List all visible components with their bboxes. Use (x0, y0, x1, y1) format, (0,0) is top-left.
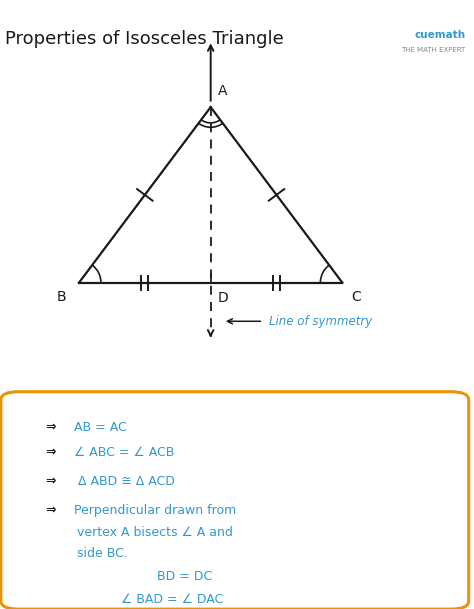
Text: cuemath: cuemath (414, 30, 465, 40)
Text: Properties of Isosceles Triangle: Properties of Isosceles Triangle (5, 30, 284, 48)
FancyBboxPatch shape (1, 392, 469, 609)
Text: THE MATH EXPERT: THE MATH EXPERT (401, 48, 465, 54)
Text: ⇒: ⇒ (46, 421, 56, 434)
Text: D: D (218, 292, 228, 306)
Text: ∠ ABC = ∠ ACB: ∠ ABC = ∠ ACB (70, 446, 174, 459)
Text: ⇒: ⇒ (46, 504, 56, 516)
Text: ⇒: ⇒ (46, 446, 56, 459)
Text: BD = DC: BD = DC (157, 570, 212, 583)
Text: Perpendicular drawn from: Perpendicular drawn from (70, 504, 236, 516)
Text: side BC.: side BC. (77, 547, 128, 560)
Text: AB = AC: AB = AC (70, 421, 127, 434)
Text: ∠ BAD = ∠ DAC: ∠ BAD = ∠ DAC (121, 593, 223, 605)
Text: vertex A bisects ∠ A and: vertex A bisects ∠ A and (77, 526, 232, 540)
Text: Δ ABD ≅ Δ ACD: Δ ABD ≅ Δ ACD (70, 474, 175, 488)
Text: C: C (351, 290, 361, 304)
Text: Line of symmetry: Line of symmetry (269, 315, 372, 328)
Text: ⇒: ⇒ (46, 474, 56, 488)
Text: A: A (218, 84, 227, 98)
Text: B: B (57, 290, 67, 304)
